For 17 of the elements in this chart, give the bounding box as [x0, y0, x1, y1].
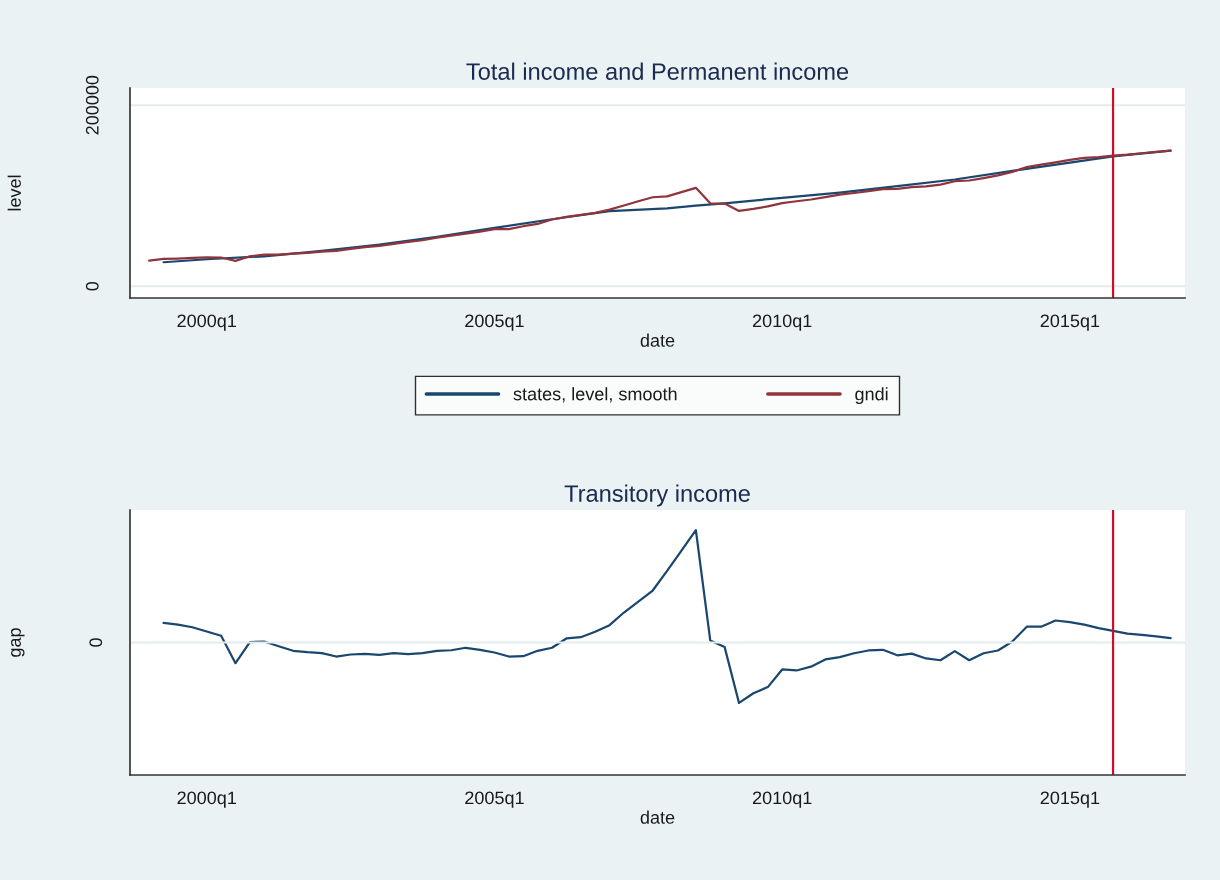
y-axis-title: level [7, 175, 21, 211]
x-tick-label: 2010q1 [752, 314, 812, 331]
x-tick-label: 2000q1 [177, 791, 236, 808]
legend-label: states, level, smooth [513, 387, 677, 403]
x-axis-title: date [640, 810, 675, 824]
legend-label: gndi [855, 387, 888, 404]
x-axis-title: date [640, 333, 675, 347]
x-tick-label: 2000q1 [177, 314, 236, 331]
x-tick-label: 2015q1 [1040, 791, 1100, 808]
x-tick-label: 2005q1 [465, 314, 524, 331]
chart-title: Total income and Permanent income [466, 62, 849, 80]
x-tick-label: 2005q1 [465, 791, 524, 808]
x-tick-label: 2010q1 [752, 791, 812, 808]
y-tick-label: 200000 [85, 75, 99, 135]
chart-title: Transitory income [564, 484, 750, 507]
y-axis-title: gap [11, 628, 25, 657]
x-tick-label: 2015q1 [1040, 314, 1100, 331]
